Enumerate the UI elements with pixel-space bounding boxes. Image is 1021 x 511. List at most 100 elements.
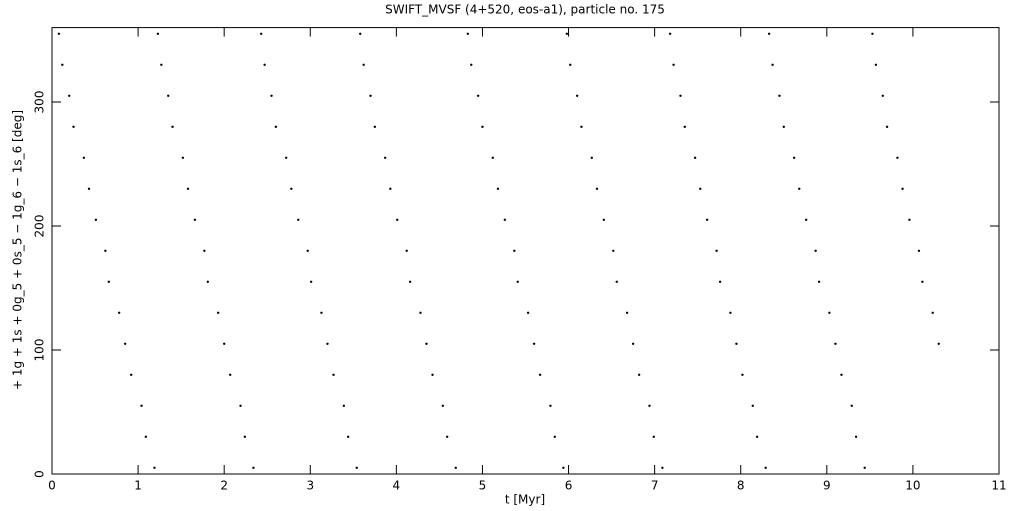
point: [792, 156, 796, 159]
point: [156, 32, 160, 35]
point: [631, 342, 635, 345]
point: [648, 404, 651, 407]
point: [260, 32, 263, 35]
point: [683, 125, 686, 128]
point: [828, 311, 831, 314]
point: [181, 156, 185, 159]
point: [274, 125, 278, 128]
y-tick-label: 200: [33, 215, 47, 238]
point: [309, 280, 313, 283]
point: [383, 156, 387, 159]
point: [778, 94, 781, 98]
point: [61, 63, 64, 66]
point: [516, 280, 519, 283]
point: [532, 342, 536, 345]
point: [239, 404, 242, 407]
point: [171, 125, 174, 128]
point: [575, 94, 579, 98]
point: [476, 94, 480, 98]
point: [270, 94, 273, 98]
point: [908, 218, 911, 221]
point: [306, 249, 309, 252]
point: [243, 435, 247, 438]
point: [871, 32, 874, 35]
point: [834, 342, 837, 345]
point: [326, 342, 329, 345]
point: [661, 466, 664, 469]
point: [167, 94, 170, 98]
point: [569, 63, 572, 66]
point: [850, 404, 853, 407]
point: [921, 280, 924, 283]
point: [513, 249, 516, 252]
point: [615, 280, 618, 283]
point: [320, 311, 323, 314]
point: [431, 373, 434, 376]
point: [284, 156, 288, 159]
point: [715, 249, 718, 252]
point: [470, 63, 473, 66]
point: [580, 125, 583, 128]
point: [359, 32, 362, 35]
point: [652, 435, 655, 438]
point: [454, 466, 457, 469]
point: [373, 125, 377, 128]
point: [854, 435, 858, 438]
point: [896, 156, 899, 159]
point: [863, 466, 866, 469]
point: [496, 187, 500, 190]
point: [612, 249, 615, 252]
point: [94, 218, 98, 221]
point: [668, 32, 672, 35]
x-axis-label: t [Myr]: [505, 493, 545, 507]
point: [408, 280, 412, 283]
x-tick-label: 3: [306, 479, 314, 493]
point: [538, 373, 542, 376]
point: [160, 63, 163, 66]
point: [672, 63, 675, 66]
point: [203, 249, 206, 252]
point: [491, 156, 494, 159]
point: [771, 63, 774, 66]
point: [526, 311, 530, 314]
point: [735, 342, 738, 345]
x-tick-label: 5: [479, 479, 487, 493]
point: [817, 280, 821, 283]
point: [874, 63, 878, 66]
point: [840, 373, 843, 376]
point: [57, 32, 61, 35]
point: [602, 218, 606, 221]
point: [140, 404, 143, 407]
point: [342, 404, 346, 407]
point: [679, 94, 682, 98]
point: [445, 435, 449, 438]
point: [419, 311, 422, 314]
x-tick-label: 1: [134, 479, 142, 493]
point: [87, 187, 91, 190]
point: [290, 187, 293, 190]
point: [346, 435, 350, 438]
point: [355, 466, 358, 469]
point: [767, 32, 771, 35]
point: [104, 249, 107, 252]
point: [565, 32, 569, 35]
x-tick-label: 2: [220, 479, 228, 493]
point: [186, 187, 190, 190]
point: [425, 342, 428, 345]
point: [705, 218, 709, 221]
point: [72, 125, 75, 128]
point: [369, 94, 372, 98]
y-tick-label: 100: [33, 339, 47, 362]
point: [297, 218, 300, 221]
x-tick-label: 4: [393, 479, 401, 493]
x-tick-label: 8: [737, 479, 745, 493]
point: [123, 342, 127, 345]
plot-frame: [51, 27, 1000, 475]
point: [699, 187, 702, 190]
point: [782, 125, 785, 128]
point: [206, 280, 210, 283]
point: [481, 125, 484, 128]
point: [389, 187, 392, 190]
point: [729, 311, 732, 314]
point: [625, 311, 629, 314]
